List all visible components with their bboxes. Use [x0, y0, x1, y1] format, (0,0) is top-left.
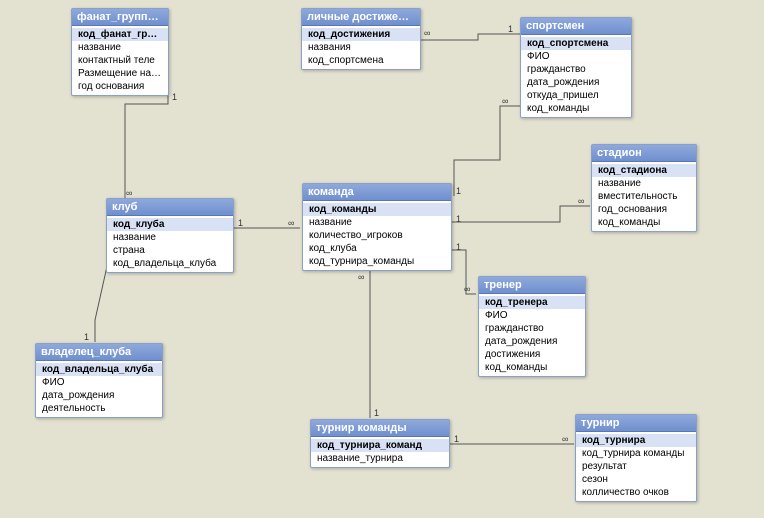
- entity-field[interactable]: название: [107, 231, 233, 244]
- entity-title[interactable]: спортсмен: [521, 18, 631, 35]
- entity-field[interactable]: ФИО: [36, 376, 162, 389]
- entity-fanat[interactable]: фанат_группи…код_фанат_группназваниеконт…: [71, 8, 169, 96]
- cardinality-label: ∞: [562, 434, 568, 444]
- entity-field[interactable]: год_основания: [592, 203, 696, 216]
- cardinality-label: 1: [454, 434, 459, 444]
- er-diagram-canvas: 1∞∞1∞1∞11∞11∞∞11∞фанат_группи…код_фанат_…: [0, 0, 764, 518]
- edge-fanat-klub: [125, 92, 168, 198]
- entity-pk-field[interactable]: код_спортсмена: [521, 37, 631, 50]
- cardinality-label: ∞: [464, 284, 470, 294]
- cardinality-label: 1: [508, 24, 513, 34]
- cardinality-label: 1: [374, 408, 379, 418]
- cardinality-label: 1: [172, 92, 177, 102]
- entity-field[interactable]: код_команды: [479, 361, 585, 374]
- cardinality-label: 1: [456, 242, 461, 252]
- entity-field[interactable]: страна: [107, 244, 233, 257]
- entity-pk-field[interactable]: код_фанат_групп: [72, 28, 168, 41]
- cardinality-label: ∞: [126, 188, 132, 198]
- entity-klub[interactable]: клубкод_клубаназваниестранакод_владельца…: [106, 198, 234, 273]
- edge-stadion-komanda: [452, 206, 590, 222]
- entity-fields: код_владельца_клубаФИОдата_рождениядеяте…: [36, 361, 162, 417]
- entity-dostizh[interactable]: личные достиже…код_достиженияназваниякод…: [301, 8, 421, 70]
- entity-field[interactable]: дата_рождения: [521, 76, 631, 89]
- entity-field[interactable]: код_команды: [592, 216, 696, 229]
- entity-title[interactable]: клуб: [107, 199, 233, 216]
- entity-field[interactable]: код_клуба: [303, 242, 451, 255]
- entity-fields: код_тренераФИОгражданстводата_рождениядо…: [479, 294, 585, 376]
- entity-field[interactable]: код_команды: [521, 102, 631, 115]
- entity-title[interactable]: фанат_группи…: [72, 9, 168, 26]
- entity-komanda[interactable]: командакод_командыназваниеколичество_игр…: [302, 183, 452, 271]
- entity-pk-field[interactable]: код_клуба: [107, 218, 233, 231]
- cardinality-label: ∞: [502, 96, 508, 106]
- entity-field[interactable]: название: [592, 177, 696, 190]
- entity-vladelec[interactable]: владелец_клубакод_владельца_клубаФИОдата…: [35, 343, 163, 418]
- cardinality-label: ∞: [578, 196, 584, 206]
- cardinality-label: 1: [456, 214, 461, 224]
- entity-fields: код_турнира_командназвание_турнира: [311, 437, 449, 467]
- cardinality-label: ∞: [424, 28, 430, 38]
- entity-title[interactable]: владелец_клуба: [36, 344, 162, 361]
- entity-field[interactable]: код_спортсмена: [302, 54, 420, 67]
- entity-field[interactable]: код_турнира команды: [576, 447, 696, 460]
- edge-vladelec-klub: [95, 262, 108, 342]
- edge-sportsmen-komanda: [454, 106, 520, 196]
- entity-fields: код_командыназваниеколичество_игроковкод…: [303, 201, 451, 270]
- entity-field[interactable]: ФИО: [521, 50, 631, 63]
- entity-fields: код_турниракод_турнира командырезультатс…: [576, 432, 696, 501]
- entity-field[interactable]: код_владельца_клуба: [107, 257, 233, 270]
- cardinality-label: 1: [84, 332, 89, 342]
- entity-field[interactable]: результат: [576, 460, 696, 473]
- entity-pk-field[interactable]: код_достижения: [302, 28, 420, 41]
- entity-stadion[interactable]: стадионкод_стадионаназваниевместительнос…: [591, 144, 697, 232]
- entity-field[interactable]: название: [72, 41, 168, 54]
- entity-field[interactable]: Размещение на ст: [72, 67, 168, 80]
- entity-field[interactable]: дата_рождения: [36, 389, 162, 402]
- entity-title[interactable]: турнир команды: [311, 420, 449, 437]
- entity-fields: код_клубаназваниестранакод_владельца_клу…: [107, 216, 233, 272]
- entity-fields: код_фанат_группназваниеконтактный телеРа…: [72, 26, 168, 95]
- entity-sportsmen[interactable]: спортсменкод_спортсменаФИОгражданстводат…: [520, 17, 632, 118]
- entity-field[interactable]: гражданство: [521, 63, 631, 76]
- entity-field[interactable]: достижения: [479, 348, 585, 361]
- entity-field[interactable]: дата_рождения: [479, 335, 585, 348]
- entity-field[interactable]: контактный теле: [72, 54, 168, 67]
- entity-title[interactable]: турнир: [576, 415, 696, 432]
- entity-pk-field[interactable]: код_владельца_клуба: [36, 363, 162, 376]
- entity-title[interactable]: тренер: [479, 277, 585, 294]
- entity-turnir[interactable]: турниркод_турниракод_турнира командырезу…: [575, 414, 697, 502]
- entity-title[interactable]: команда: [303, 184, 451, 201]
- entity-fields: код_стадионаназваниевместительностьгод_о…: [592, 162, 696, 231]
- entity-pk-field[interactable]: код_тренера: [479, 296, 585, 309]
- entity-field[interactable]: ФИО: [479, 309, 585, 322]
- cardinality-label: ∞: [358, 272, 364, 282]
- entity-title[interactable]: стадион: [592, 145, 696, 162]
- entity-field[interactable]: название_турнира: [311, 452, 449, 465]
- entity-pk-field[interactable]: код_команды: [303, 203, 451, 216]
- cardinality-label: ∞: [288, 218, 294, 228]
- entity-pk-field[interactable]: код_стадиона: [592, 164, 696, 177]
- entity-field[interactable]: сезон: [576, 473, 696, 486]
- entity-fields: код_спортсменаФИОгражданстводата_рождени…: [521, 35, 631, 117]
- cardinality-label: 1: [238, 218, 243, 228]
- entity-trener[interactable]: тренеркод_тренераФИОгражданстводата_рожд…: [478, 276, 586, 377]
- cardinality-label: 1: [456, 186, 461, 196]
- entity-field[interactable]: год основания: [72, 80, 168, 93]
- edge-dostizh-sportsmen: [420, 34, 520, 40]
- entity-pk-field[interactable]: код_турнира_команд: [311, 439, 449, 452]
- entity-field[interactable]: деятельность: [36, 402, 162, 415]
- entity-title[interactable]: личные достиже…: [302, 9, 420, 26]
- entity-field[interactable]: гражданство: [479, 322, 585, 335]
- entity-field[interactable]: названия: [302, 41, 420, 54]
- entity-field[interactable]: код_турнира_команды: [303, 255, 451, 268]
- entity-field[interactable]: название: [303, 216, 451, 229]
- entity-field[interactable]: вместительность: [592, 190, 696, 203]
- entity-pk-field[interactable]: код_турнира: [576, 434, 696, 447]
- entity-field[interactable]: колличество очков: [576, 486, 696, 499]
- entity-turnir_kom[interactable]: турнир командыкод_турнира_командназвание…: [310, 419, 450, 468]
- entity-field[interactable]: количество_игроков: [303, 229, 451, 242]
- entity-field[interactable]: откуда_пришел: [521, 89, 631, 102]
- entity-fields: код_достиженияназваниякод_спортсмена: [302, 26, 420, 69]
